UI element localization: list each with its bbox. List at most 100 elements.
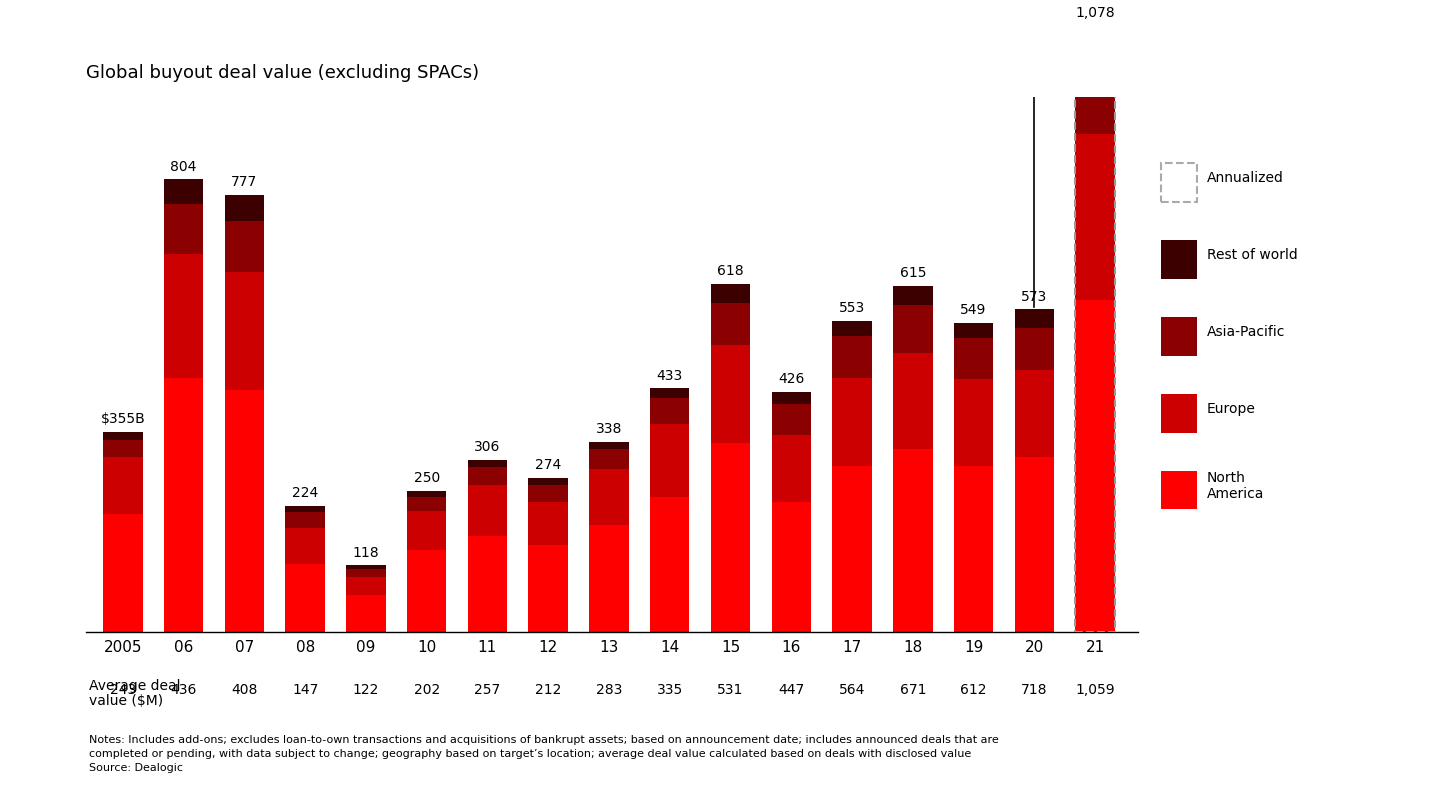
Text: 212: 212: [536, 683, 562, 697]
Bar: [711, 345, 750, 443]
Bar: [893, 305, 933, 353]
Text: 1,078: 1,078: [1076, 6, 1115, 19]
Bar: [528, 502, 567, 544]
Bar: [104, 432, 143, 440]
Bar: [832, 336, 871, 378]
Text: 433: 433: [657, 369, 683, 382]
Text: 777: 777: [232, 175, 258, 189]
Bar: [1015, 370, 1054, 458]
Text: 549: 549: [960, 303, 986, 318]
Bar: [589, 525, 629, 632]
Bar: [711, 284, 750, 303]
Text: 564: 564: [840, 683, 865, 697]
Text: value ($M): value ($M): [89, 694, 163, 708]
Bar: [649, 399, 690, 424]
Bar: [589, 449, 629, 469]
Bar: [346, 577, 386, 595]
Text: 531: 531: [717, 683, 743, 697]
Bar: [1015, 328, 1054, 370]
Text: 243: 243: [109, 683, 135, 697]
Bar: [1076, 25, 1115, 632]
Bar: [832, 466, 871, 632]
Bar: [285, 565, 325, 632]
Bar: [1076, 25, 1115, 58]
Text: Europe: Europe: [1207, 402, 1256, 416]
Text: 122: 122: [353, 683, 379, 697]
Text: 615: 615: [900, 266, 926, 280]
Text: 118: 118: [353, 546, 379, 560]
Bar: [104, 440, 143, 457]
Bar: [285, 505, 325, 513]
Bar: [346, 569, 386, 577]
Text: $355B: $355B: [101, 412, 145, 426]
Text: 274: 274: [536, 458, 562, 472]
Bar: [468, 459, 507, 467]
Text: 718: 718: [1021, 683, 1047, 697]
Bar: [649, 424, 690, 497]
Text: 612: 612: [960, 683, 986, 697]
Bar: [528, 485, 567, 502]
Bar: [649, 497, 690, 632]
Bar: [953, 339, 994, 379]
Bar: [225, 221, 264, 271]
Text: 283: 283: [596, 683, 622, 697]
Bar: [225, 390, 264, 632]
Bar: [832, 321, 871, 336]
Text: 338: 338: [596, 422, 622, 436]
Bar: [225, 194, 264, 221]
Bar: [528, 478, 567, 485]
Bar: [408, 497, 446, 511]
Text: 147: 147: [292, 683, 318, 697]
Text: Global buyout deal value (excluding SPACs): Global buyout deal value (excluding SPAC…: [86, 64, 480, 82]
Bar: [468, 536, 507, 632]
Bar: [1076, 134, 1115, 300]
Bar: [772, 392, 811, 404]
Bar: [164, 254, 203, 378]
Text: North
America: North America: [1207, 471, 1264, 501]
Text: 671: 671: [900, 683, 926, 697]
Bar: [711, 303, 750, 345]
Bar: [164, 204, 203, 254]
Text: Source: Dealogic: Source: Dealogic: [89, 763, 183, 773]
Text: 224: 224: [292, 486, 318, 500]
Bar: [1076, 58, 1115, 134]
Bar: [104, 457, 143, 514]
Bar: [1015, 309, 1054, 328]
Text: 436: 436: [170, 683, 197, 697]
Bar: [408, 491, 446, 497]
Bar: [468, 467, 507, 485]
Bar: [164, 179, 203, 204]
Bar: [772, 435, 811, 502]
Text: 250: 250: [413, 471, 439, 485]
Text: 618: 618: [717, 264, 744, 279]
Bar: [711, 443, 750, 632]
Bar: [1015, 458, 1054, 632]
Text: Rest of world: Rest of world: [1207, 248, 1297, 262]
Bar: [832, 378, 871, 466]
Bar: [953, 323, 994, 339]
Bar: [104, 514, 143, 632]
Bar: [772, 404, 811, 435]
Text: Notes: Includes add-ons; excludes loan-to-own transactions and acquisitions of b: Notes: Includes add-ons; excludes loan-t…: [89, 735, 999, 745]
Text: completed or pending, with data subject to change; geography based on target’s l: completed or pending, with data subject …: [89, 749, 972, 759]
Text: Annualized: Annualized: [1207, 171, 1283, 185]
Text: 306: 306: [474, 440, 501, 454]
Bar: [589, 469, 629, 525]
Bar: [346, 565, 386, 569]
Bar: [589, 441, 629, 449]
Text: 202: 202: [413, 683, 439, 697]
Bar: [893, 353, 933, 449]
Text: 426: 426: [778, 373, 805, 386]
Bar: [346, 595, 386, 632]
Text: Average deal: Average deal: [89, 679, 181, 693]
Text: 408: 408: [232, 683, 258, 697]
Text: 447: 447: [778, 683, 805, 697]
Bar: [893, 449, 933, 632]
Bar: [1076, 300, 1115, 632]
Bar: [285, 527, 325, 565]
Bar: [953, 466, 994, 632]
Bar: [408, 550, 446, 632]
Bar: [528, 544, 567, 632]
Bar: [285, 513, 325, 527]
Bar: [772, 502, 811, 632]
